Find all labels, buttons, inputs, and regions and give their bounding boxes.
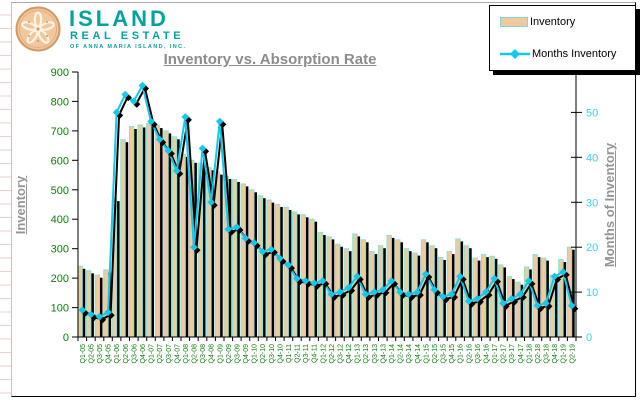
svg-text:Q4-16: Q4-16 — [483, 344, 490, 364]
svg-text:Q3-07: Q3-07 — [166, 344, 173, 364]
svg-text:0: 0 — [63, 332, 69, 344]
company-logo: ISLAND REAL ESTATE OF ANNA MARIA ISLAND,… — [12, 4, 232, 54]
svg-text:Q4-05: Q4-05 — [106, 344, 113, 364]
svg-text:Q1-18: Q1-18 — [526, 344, 533, 364]
svg-text:Q3-14: Q3-14 — [406, 344, 413, 364]
svg-text:Q3-16: Q3-16 — [475, 344, 482, 364]
line-markers — [78, 81, 576, 321]
x-axis-tick-labels: Q1-05 Q2-05 Q3-05 Q4-05 Q1-06 Q2-06 Q3-06 Q4-06… — [80, 344, 576, 364]
legend-item-inventory: Inventory — [500, 15, 575, 29]
svg-text:Q3-13: Q3-13 — [372, 344, 379, 364]
sand-dollar-icon — [15, 6, 61, 52]
svg-text:Q4-13: Q4-13 — [380, 344, 387, 364]
svg-text:50: 50 — [586, 107, 598, 119]
svg-text:Q1-12: Q1-12 — [320, 344, 327, 364]
svg-text:Q2-07: Q2-07 — [157, 344, 164, 364]
svg-text:Q4-10: Q4-10 — [277, 344, 284, 364]
svg-text:400: 400 — [51, 214, 69, 226]
svg-text:Q2-05: Q2-05 — [89, 344, 96, 364]
logo-company-name: ISLAND — [69, 6, 169, 31]
svg-text:Q1-17: Q1-17 — [492, 344, 499, 364]
svg-text:Q3-18: Q3-18 — [544, 344, 551, 364]
svg-text:Q1-14: Q1-14 — [389, 344, 396, 364]
svg-text:Q3-09: Q3-09 — [234, 344, 241, 364]
svg-text:Q3-05: Q3-05 — [97, 344, 104, 364]
logo-tagline: OF ANNA MARIA ISLAND, INC. — [70, 44, 187, 50]
svg-text:Q4-12: Q4-12 — [346, 344, 353, 364]
svg-text:30: 30 — [586, 197, 598, 209]
svg-text:Q1-11: Q1-11 — [286, 344, 293, 363]
svg-text:Q1-13: Q1-13 — [355, 344, 362, 364]
svg-text:200: 200 — [51, 273, 69, 285]
svg-text:Q3-06: Q3-06 — [131, 344, 138, 364]
svg-text:Q3-08: Q3-08 — [200, 344, 207, 364]
svg-text:Q2-18: Q2-18 — [535, 344, 542, 364]
svg-text:300: 300 — [51, 244, 69, 256]
svg-text:Q3-11: Q3-11 — [303, 344, 310, 363]
svg-text:0: 0 — [586, 332, 592, 344]
svg-text:500: 500 — [51, 185, 69, 197]
svg-text:Q2-11: Q2-11 — [295, 344, 302, 363]
svg-text:Q4-18: Q4-18 — [552, 344, 559, 364]
svg-text:10: 10 — [586, 287, 598, 299]
svg-text:Q4-11: Q4-11 — [312, 344, 319, 363]
bar-series-swatch — [500, 17, 528, 27]
svg-text:20: 20 — [586, 242, 598, 254]
svg-text:Q2-12: Q2-12 — [329, 344, 336, 364]
svg-text:Q3-17: Q3-17 — [509, 344, 516, 364]
months-inventory-line — [81, 82, 573, 318]
legend-label: Months Inventory — [532, 48, 617, 60]
svg-text:40: 40 — [586, 152, 598, 164]
svg-text:Q1-19: Q1-19 — [561, 344, 568, 364]
left-axis-tick-labels: 0 100 200 300 400 500 600 700 800 900 — [51, 67, 69, 344]
svg-text:Q2-19: Q2-19 — [569, 344, 576, 364]
svg-text:Q4-07: Q4-07 — [174, 344, 181, 364]
svg-text:Q2-17: Q2-17 — [501, 344, 508, 364]
svg-text:Q4-17: Q4-17 — [518, 344, 525, 364]
svg-text:Q3-10: Q3-10 — [269, 344, 276, 364]
svg-text:100: 100 — [51, 303, 69, 315]
svg-text:Q1-08: Q1-08 — [183, 344, 190, 364]
svg-text:Q2-08: Q2-08 — [192, 344, 199, 364]
line-series-swatch — [500, 49, 530, 59]
svg-text:Q4-08: Q4-08 — [209, 344, 216, 364]
svg-text:Q1-09: Q1-09 — [217, 344, 224, 364]
svg-text:700: 700 — [51, 126, 69, 138]
svg-text:Q2-15: Q2-15 — [432, 344, 439, 364]
svg-text:Q1-15: Q1-15 — [423, 344, 430, 364]
left-axis-title: Inventory — [13, 175, 28, 235]
svg-text:Q2-16: Q2-16 — [466, 344, 473, 364]
legend-item-months-inventory: Months Inventory — [500, 47, 616, 61]
svg-text:Q2-09: Q2-09 — [226, 344, 233, 364]
spreadsheet-gridlines — [0, 2, 11, 397]
logo-realestate-text: REAL ESTATE — [70, 30, 185, 42]
axes — [72, 71, 582, 341]
svg-text:800: 800 — [51, 96, 69, 108]
legend-label: Inventory — [530, 16, 576, 28]
svg-text:Q2-10: Q2-10 — [260, 344, 267, 364]
svg-text:Q1-10: Q1-10 — [252, 344, 259, 364]
svg-text:Q4-06: Q4-06 — [140, 344, 147, 364]
legend-box: Inventory Months Inventory — [489, 5, 636, 71]
svg-text:Q3-12: Q3-12 — [338, 344, 345, 364]
svg-text:Q1-05: Q1-05 — [80, 344, 87, 364]
svg-text:900: 900 — [51, 67, 69, 79]
svg-text:Q2-06: Q2-06 — [123, 344, 130, 364]
svg-text:Q4-09: Q4-09 — [243, 344, 250, 364]
right-axis-title: Months of Inventory — [602, 142, 617, 268]
right-axis-tick-labels: 0 10 20 30 40 50 — [586, 107, 598, 344]
svg-text:Q2-13: Q2-13 — [363, 344, 370, 364]
svg-text:Q4-14: Q4-14 — [415, 344, 422, 364]
svg-text:Q2-14: Q2-14 — [398, 344, 405, 364]
svg-text:600: 600 — [51, 155, 69, 167]
svg-text:Q1-16: Q1-16 — [458, 344, 465, 364]
svg-text:Q3-15: Q3-15 — [441, 344, 448, 364]
chart-title: Inventory vs. Absorption Rate — [163, 51, 377, 68]
svg-text:Q1-06: Q1-06 — [114, 344, 121, 364]
svg-text:Q4-15: Q4-15 — [449, 344, 456, 364]
svg-text:Q1-07: Q1-07 — [149, 344, 156, 364]
